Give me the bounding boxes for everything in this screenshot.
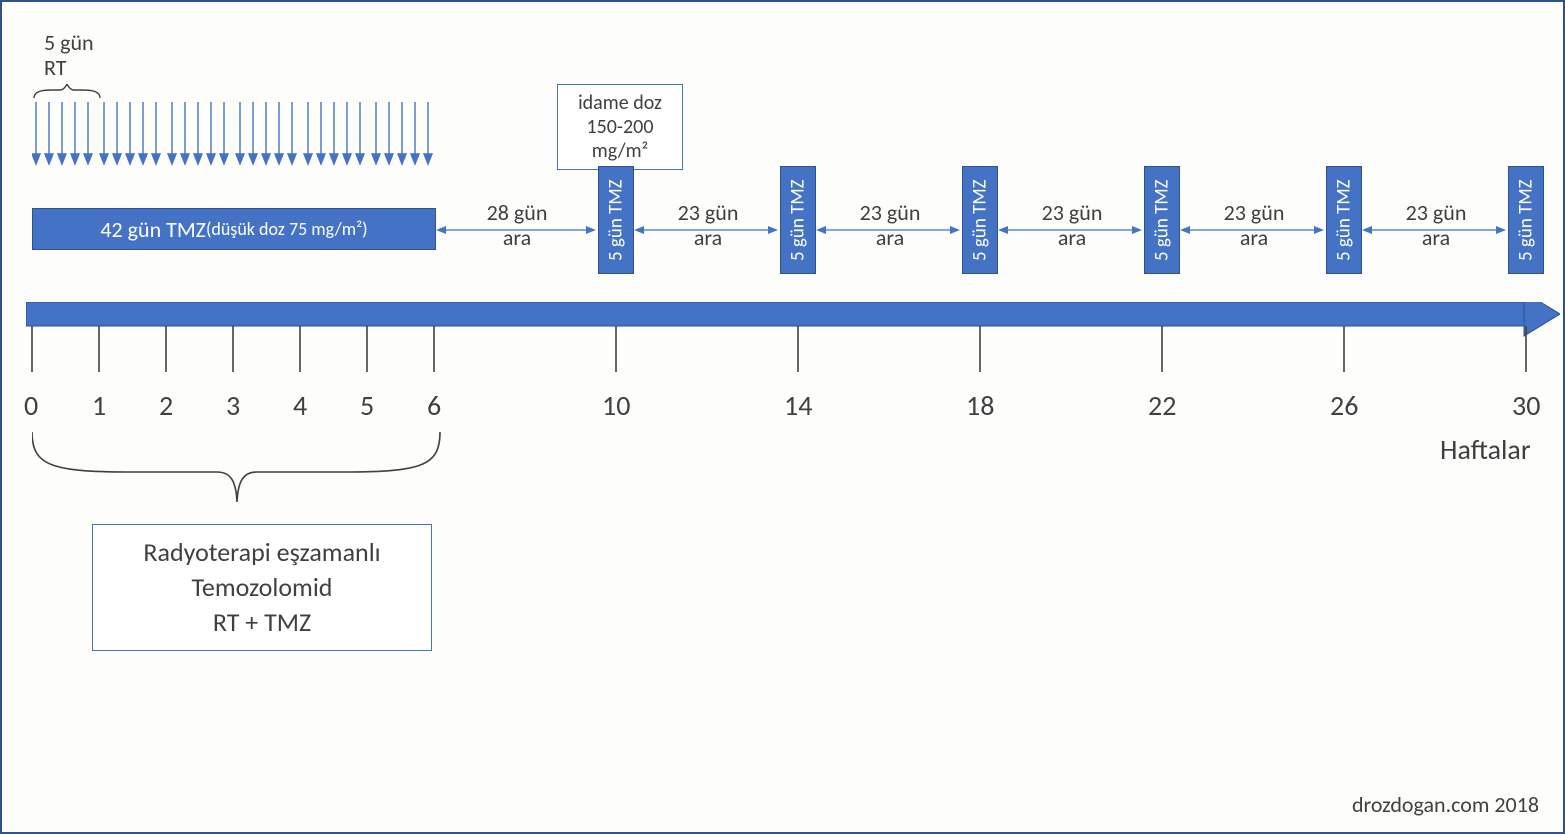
gap-2-arrow xyxy=(634,224,778,236)
tick-6: 6 xyxy=(427,388,441,423)
gap-3-arrow xyxy=(816,224,960,236)
rt-arrow-field xyxy=(32,102,442,172)
rt-arrow-group-2 xyxy=(100,102,160,164)
rt-duration-label: 5 gün RT xyxy=(44,30,94,81)
gap-4-l1: 23 gün xyxy=(1042,199,1103,226)
tmz-cycle-3: 5 gün TMZ xyxy=(962,166,998,274)
concurrent-bar-sub: (düşük doz 75 mg/m²) xyxy=(206,218,368,240)
bottom-box-l2: Temozolomid xyxy=(192,571,333,603)
tick-10: 10 xyxy=(602,388,630,423)
tick-30: 30 xyxy=(1512,388,1540,423)
tmz-cycle-5: 5 gün TMZ xyxy=(1326,166,1362,274)
rt-arrow-group-6 xyxy=(372,102,432,164)
tick-2: 2 xyxy=(159,388,173,423)
concurrent-bar-main: 42 gün TMZ xyxy=(100,216,206,243)
callout-line3: mg/m² xyxy=(592,139,649,163)
tick-26: 26 xyxy=(1330,388,1358,423)
tick-5: 5 xyxy=(360,388,374,423)
tick-0: 0 xyxy=(24,388,38,423)
tick-1: 1 xyxy=(92,388,106,423)
bottom-box-l1: Radyoterapi eşzamanlı xyxy=(143,536,380,568)
tick-3: 3 xyxy=(226,388,240,423)
concurrent-tmz-bar: 42 gün TMZ (düşük doz 75 mg/m²) xyxy=(32,208,436,250)
tmz-cycle-4-label: 5 gün TMZ xyxy=(1151,179,1174,261)
gap-3-l1: 23 gün xyxy=(860,199,921,226)
tick-14: 14 xyxy=(784,388,812,423)
tick-18: 18 xyxy=(966,388,994,423)
gap-5-arrow xyxy=(1180,224,1324,236)
gap-4-arrow xyxy=(998,224,1142,236)
tmz-cycle-6: 5 gün TMZ xyxy=(1508,166,1544,274)
gap-2-l1: 23 gün xyxy=(678,199,739,226)
rt-arrow-group-5 xyxy=(304,102,364,164)
tmz-cycle-1: 5 gün TMZ xyxy=(598,166,634,274)
tmz-cycle-3-label: 5 gün TMZ xyxy=(969,179,992,261)
rt-arrow-group-3 xyxy=(168,102,228,164)
tmz-cycle-4: 5 gün TMZ xyxy=(1144,166,1180,274)
tick-4: 4 xyxy=(293,388,307,423)
axis-title: Haftalar xyxy=(1440,432,1531,467)
maintenance-dose-callout: idame doz 150-200 mg/m² xyxy=(557,84,683,170)
tmz-cycle-2: 5 gün TMZ xyxy=(780,166,816,274)
rt-duration-line2: RT xyxy=(44,54,66,81)
gap-6-arrow xyxy=(1362,224,1506,236)
credit-text: drozdogan.com 2018 xyxy=(1352,791,1539,818)
tmz-cycle-6-label: 5 gün TMZ xyxy=(1515,179,1538,261)
gap-6-l1: 23 gün xyxy=(1406,199,1467,226)
diagram-frame: 5 gün RT 42 gün TMZ (düşük doz 75 mg/m²)… xyxy=(0,0,1565,834)
callout-line1: idame doz xyxy=(578,91,662,115)
gap-5-l1: 23 gün xyxy=(1224,199,1285,226)
rt-duration-line1: 5 gün xyxy=(44,29,94,56)
tmz-cycle-1-label: 5 gün TMZ xyxy=(605,179,628,261)
rt-top-brace xyxy=(32,84,102,102)
rt-arrow-group-4 xyxy=(236,102,296,164)
gap-1-arrow xyxy=(436,224,596,236)
bottom-box-l3: RT + TMZ xyxy=(213,606,311,638)
rt-arrow-group-1 xyxy=(32,102,92,164)
tick-22: 22 xyxy=(1148,388,1176,423)
gap-1-l1: 28 gün xyxy=(487,199,548,226)
bottom-brace xyxy=(32,432,442,522)
rt-tmz-description-box: Radyoterapi eşzamanlı Temozolomid RT + T… xyxy=(92,524,432,651)
tmz-cycle-2-label: 5 gün TMZ xyxy=(787,179,810,261)
tmz-cycle-5-label: 5 gün TMZ xyxy=(1333,179,1356,261)
callout-line2: 150-200 xyxy=(587,115,654,139)
